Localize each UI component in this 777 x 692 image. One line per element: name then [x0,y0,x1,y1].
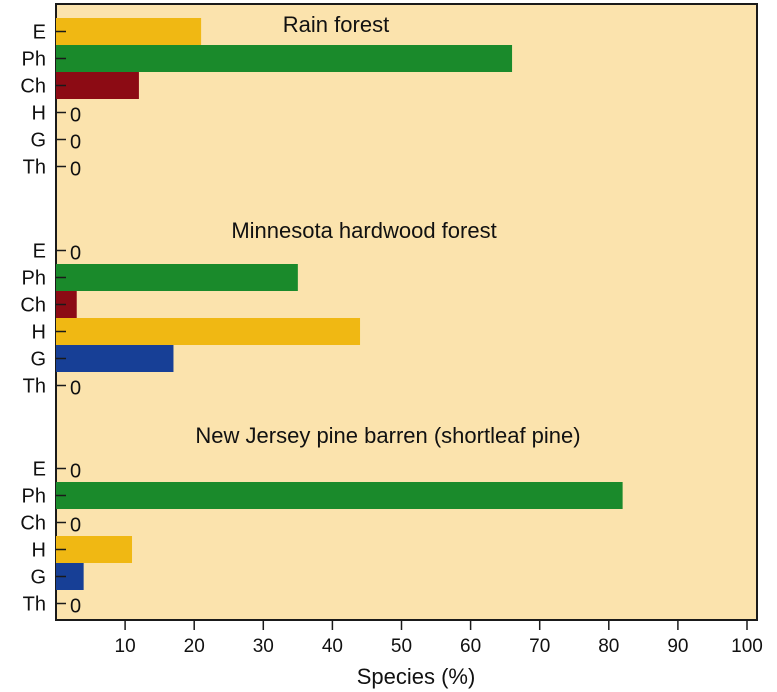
x-tick-label: 30 [253,636,274,657]
category-label-g: G [30,130,46,152]
category-label-ch: Ch [20,295,46,317]
bar-3-ph [56,482,623,509]
panel-title-3: New Jersey pine barren (shortleaf pine) [195,423,580,448]
zero-label: 0 [70,461,81,483]
x-tick-label: 10 [115,636,136,657]
category-label-ph: Ph [22,486,46,508]
category-label-ph: Ph [22,49,46,71]
bar-3-h [56,536,133,563]
x-tick-label: 70 [529,636,550,657]
zero-label: 0 [70,105,81,127]
x-tick-label: 20 [184,636,205,657]
bar-2-ph [56,264,298,291]
category-label-g: G [30,567,46,589]
x-axis-label: Species (%) [357,664,476,689]
bar-1-ph [56,45,513,72]
category-label-ch: Ch [20,76,46,98]
bar-1-e [56,18,202,45]
x-tick-label: 50 [391,636,412,657]
category-label-e: E [33,22,46,44]
category-label-h: H [32,322,46,344]
category-label-ch: Ch [20,513,46,535]
plot-background [55,3,758,621]
x-tick-label: 60 [460,636,481,657]
category-label-e: E [33,459,46,481]
panel-title-2: Minnesota hardwood forest [231,218,496,243]
bars-layer [56,18,623,590]
x-axis: 10 20 30 40 50 60 70 80 90 100 [115,620,763,657]
zero-label: 0 [70,159,81,181]
category-label-th: Th [23,594,46,616]
bar-1-ch [56,72,139,99]
category-label-ph: Ph [22,268,46,290]
zero-label: 0 [70,243,81,265]
category-label-th: Th [23,157,46,179]
category-label-h: H [32,540,46,562]
category-label-th: Th [23,376,46,398]
category-label-e: E [33,241,46,263]
x-tick-label: 100 [731,636,763,657]
x-tick-label: 80 [598,636,619,657]
labels-layer: Rain forest E Ph Ch H 0 G 0 Th 0 Minnesota hardwoo… [20,12,580,618]
bar-2-h [56,318,361,345]
bar-2-ch [56,291,77,318]
panel-title-1: Rain forest [283,12,389,37]
x-tick-label: 40 [322,636,343,657]
zero-label: 0 [70,515,81,537]
zero-label: 0 [70,132,81,154]
category-label-h: H [32,103,46,125]
bar-2-g [56,345,174,372]
zero-label: 0 [70,378,81,400]
x-tick-label: 90 [667,636,688,657]
zero-label: 0 [70,596,81,618]
category-label-g: G [30,349,46,371]
